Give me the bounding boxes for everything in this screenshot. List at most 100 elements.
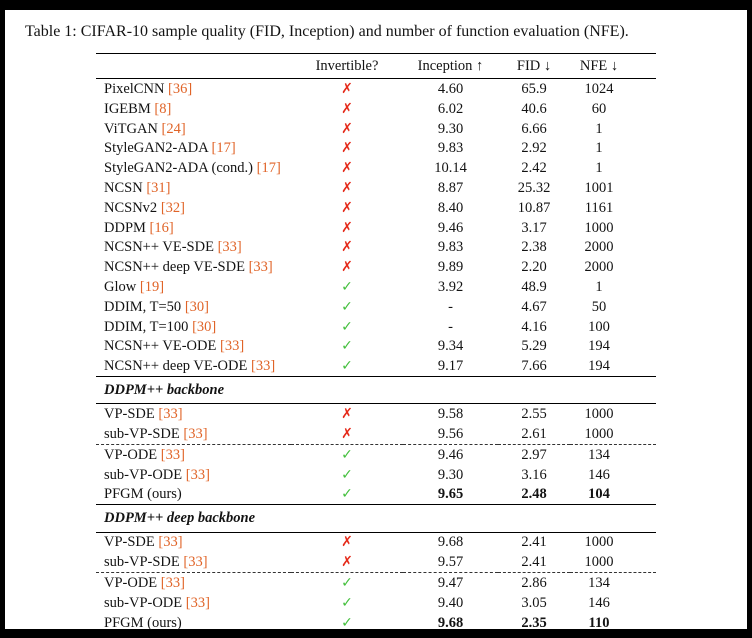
method-cell: DDPM [16]	[96, 218, 291, 238]
citation-link[interactable]: [16]	[149, 219, 174, 236]
column-header-fid: FID ↓	[516, 58, 552, 74]
fid-cell: 2.41	[521, 534, 547, 551]
inception-cell: -	[448, 298, 453, 315]
table-row: StyleGAN2-ADA (cond.) [17] ✗ 10.14 2.42 1	[96, 158, 656, 178]
citation-link[interactable]: [30]	[192, 318, 217, 335]
nfe-cell: 1	[595, 140, 603, 157]
inception-cell: 9.56	[437, 425, 464, 442]
method-cell: NCSN++ deep VE-ODE [33]	[96, 356, 291, 376]
citation-link[interactable]: [33]	[160, 446, 185, 463]
citation-link[interactable]: [33]	[183, 554, 208, 571]
method-name: ViTGAN	[104, 120, 162, 137]
citation-link[interactable]: [24]	[161, 120, 186, 137]
invertible-cell: ✗	[291, 119, 403, 139]
method-cell: sub-VP-ODE [33]	[96, 593, 291, 613]
fid-cell: 2.38	[521, 239, 547, 256]
fid-cell: 2.61	[521, 425, 547, 442]
citation-link[interactable]: [32]	[160, 199, 185, 216]
inception-cell: 9.68	[437, 534, 464, 551]
nfe-cell: 2000	[584, 259, 614, 276]
invertible-cell: ✗	[291, 552, 403, 572]
table-caption: Table 1: CIFAR-10 sample quality (FID, I…	[25, 23, 629, 40]
citation-link[interactable]: [33]	[217, 239, 242, 256]
invertible-cell: ✗	[291, 532, 403, 552]
method-cell: VP-SDE [33]	[96, 532, 291, 552]
fid-cell: 3.17	[521, 219, 547, 236]
fid-cell: 5.29	[521, 338, 547, 355]
citation-link[interactable]: [31]	[146, 179, 171, 196]
table-row: PFGM (ours) ✓ 9.65 2.48 104	[96, 485, 656, 505]
citation-link[interactable]: [33]	[158, 534, 183, 551]
citation-link[interactable]: [17]	[256, 160, 281, 177]
citation-link[interactable]: [33]	[250, 358, 276, 375]
table-row: NCSN++ deep VE-SDE [33] ✗ 9.89 2.20 2000	[96, 257, 656, 277]
method-cell: NCSN++ deep VE-SDE [33]	[96, 257, 291, 277]
table-row: Glow [19] ✓ 3.92 48.9 1	[96, 277, 656, 297]
method-cell: IGEBM [8]	[96, 99, 291, 119]
fid-cell: 7.66	[521, 358, 547, 375]
table-row: sub-VP-ODE [33] ✓ 9.30 3.16 146	[96, 465, 656, 485]
table-row: VP-ODE [33] ✓ 9.46 2.97 134	[96, 444, 656, 464]
method-name: DDIM, T=50	[104, 298, 185, 315]
citation-link[interactable]: [33]	[158, 406, 183, 423]
method-name: sub-VP-SDE	[104, 425, 184, 442]
citation-link[interactable]: [33]	[183, 425, 208, 442]
table-row: DDPM [16] ✗ 9.46 3.17 1000	[96, 218, 656, 238]
results-table: Invertible? Inception ↑ FID ↓ NFE ↓ PixelCN…	[96, 53, 656, 634]
nfe-cell: 50	[591, 298, 607, 315]
nfe-cell: 1000	[584, 554, 614, 571]
invertible-cell: ✗	[291, 404, 403, 424]
invertible-cell: ✗	[291, 198, 403, 218]
method-name: NCSN	[104, 179, 147, 196]
check-icon: ✓	[341, 318, 353, 335]
method-name: VP-ODE	[104, 574, 161, 591]
method-cell: NCSNv2 [32]	[96, 198, 291, 218]
cross-icon: ✗	[341, 160, 353, 177]
table-header: Invertible? Inception ↑ FID ↓ NFE ↓	[96, 53, 656, 79]
method-name: PixelCNN	[104, 81, 169, 97]
inception-cell: 9.30	[437, 120, 464, 137]
citation-link[interactable]: [30]	[184, 298, 209, 315]
nfe-cell: 60	[591, 100, 607, 117]
inception-cell: 4.60	[437, 81, 464, 97]
method-name: PFGM (ours)	[104, 614, 182, 631]
citation-link[interactable]: [36]	[168, 81, 193, 97]
invertible-cell: ✗	[291, 79, 403, 99]
citation-link[interactable]: [33]	[219, 338, 245, 355]
citation-link[interactable]: [8]	[154, 100, 172, 117]
table-row: sub-VP-SDE [33] ✗ 9.57 2.41 1000	[96, 552, 656, 572]
invertible-cell: ✓	[291, 337, 403, 357]
inception-cell: 9.17	[437, 358, 464, 375]
section-header-row: DDPM++ backbone	[96, 376, 656, 404]
nfe-cell: 110	[588, 614, 610, 631]
inception-cell: 10.14	[434, 160, 467, 177]
invertible-cell: ✓	[291, 444, 403, 464]
citation-link[interactable]: [17]	[211, 140, 236, 157]
inception-cell: 9.30	[437, 466, 464, 483]
table-row: sub-VP-ODE [33] ✓ 9.40 3.05 146	[96, 593, 656, 613]
method-cell: VP-SDE [33]	[96, 404, 291, 424]
fid-cell: 2.20	[521, 259, 547, 276]
fid-cell: 48.9	[521, 278, 547, 295]
citation-link[interactable]: [33]	[185, 466, 210, 483]
inception-cell: 9.65	[437, 486, 464, 503]
cross-icon: ✗	[341, 140, 353, 157]
inception-cell: -	[448, 318, 453, 335]
method-cell: NCSN [31]	[96, 178, 291, 198]
fid-cell: 2.97	[521, 446, 547, 463]
invertible-cell: ✗	[291, 238, 403, 258]
column-header-nfe: NFE ↓	[579, 58, 619, 74]
fid-cell: 25.32	[517, 179, 551, 196]
method-cell: StyleGAN2-ADA [17]	[96, 139, 291, 159]
method-cell: ViTGAN [24]	[96, 119, 291, 139]
inception-cell: 3.92	[437, 278, 464, 295]
citation-link[interactable]: [19]	[139, 278, 165, 295]
citation-link[interactable]: [33]	[160, 574, 185, 591]
citation-link[interactable]: [33]	[248, 259, 273, 276]
citation-link[interactable]: [33]	[185, 594, 210, 611]
table-row: NCSN++ VE-SDE [33] ✗ 9.83 2.38 2000	[96, 238, 656, 258]
header-row: Invertible? Inception ↑ FID ↓ NFE ↓	[96, 53, 656, 79]
invertible-cell: ✓	[291, 356, 403, 376]
method-cell: VP-ODE [33]	[96, 573, 291, 593]
method-name: NCSN++ VE-SDE	[104, 239, 218, 256]
